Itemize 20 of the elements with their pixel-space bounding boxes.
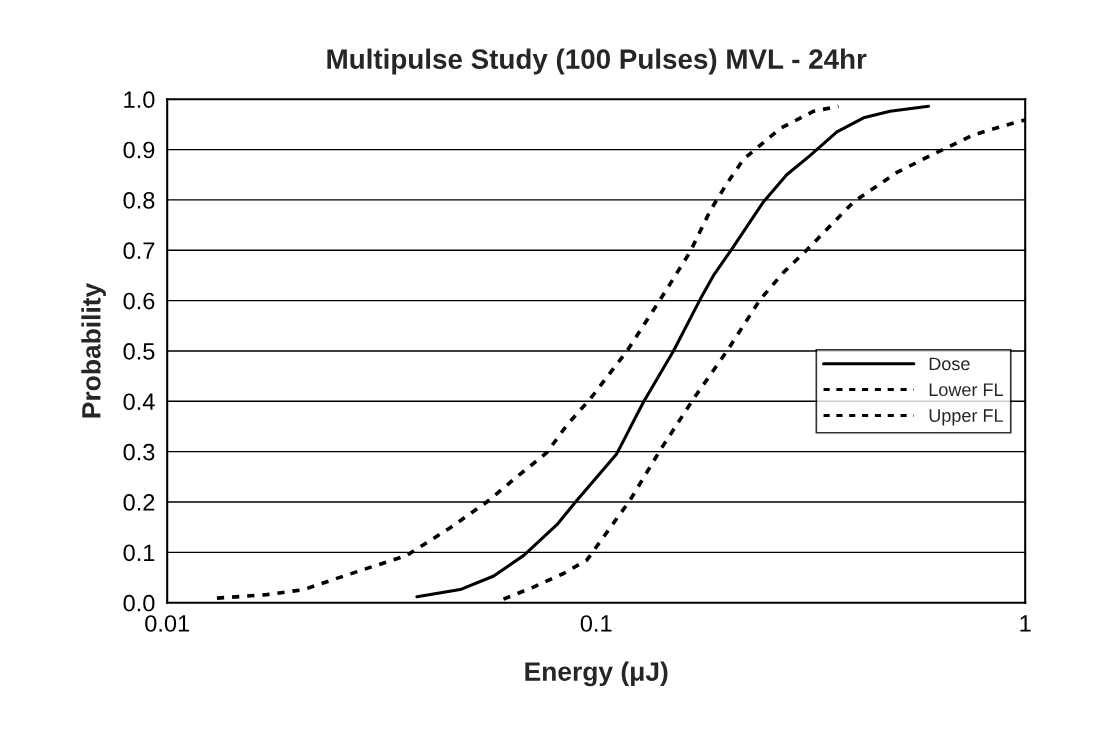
y-tick-label: 0.2 bbox=[123, 494, 155, 511]
x-axis-title: Energy (μJ) bbox=[525, 661, 668, 687]
y-tick-label: 0.9 bbox=[123, 141, 155, 159]
y-axis-title: Probability bbox=[81, 282, 106, 418]
y-tick-label: 0.1 bbox=[123, 544, 155, 562]
legend-label: Lower FL bbox=[929, 383, 1003, 397]
y-tick-label: 0.0 bbox=[123, 594, 155, 612]
y-tick-label: 0.3 bbox=[123, 443, 155, 461]
x-tick-label: 0.1 bbox=[580, 615, 612, 632]
chart-title: Multipulse Study (100 Pulses) MVL - 24hr bbox=[327, 48, 867, 75]
legend-label: Upper FL bbox=[929, 409, 1003, 426]
legend-label: Dose bbox=[929, 357, 970, 371]
x-tick-label: 0.01 bbox=[145, 615, 190, 632]
y-tick-label: 1.0 bbox=[124, 91, 155, 109]
y-tick-label: 0.8 bbox=[123, 191, 155, 209]
y-tick-label: 0.4 bbox=[123, 393, 155, 411]
y-tick-label: 0.6 bbox=[123, 292, 155, 310]
x-tick-label: 1 bbox=[1020, 615, 1031, 632]
y-tick-label: 0.5 bbox=[123, 343, 155, 360]
y-tick-label: 0.7 bbox=[123, 242, 155, 260]
